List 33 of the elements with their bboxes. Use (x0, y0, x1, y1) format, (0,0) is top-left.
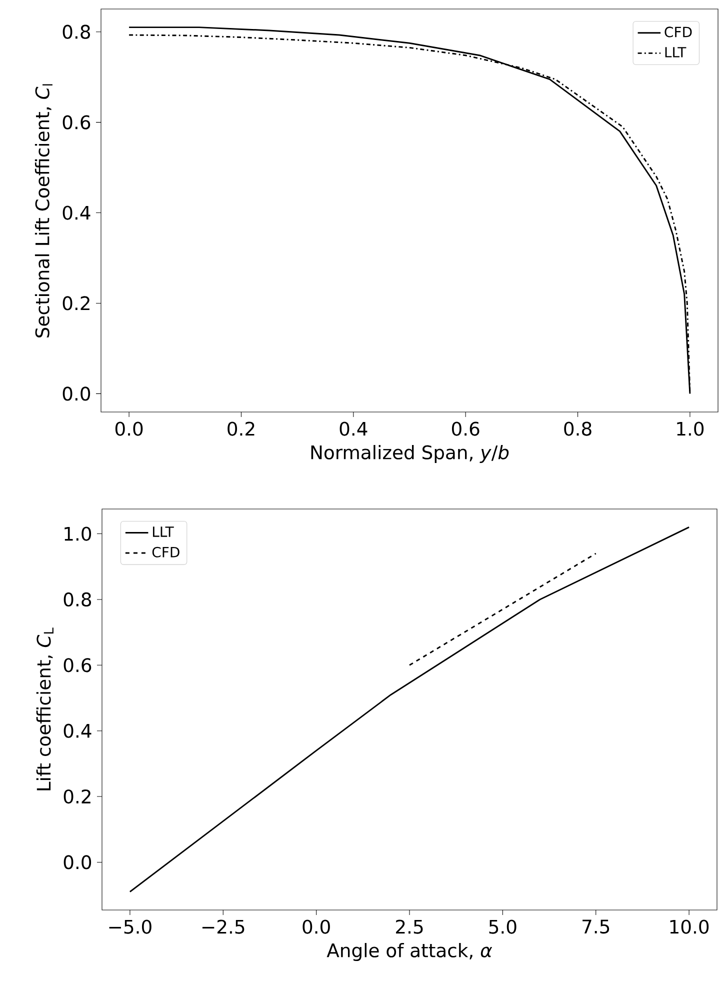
y-tick-label: 0.8 (64, 592, 92, 607)
y-tick-label: 0.4 (62, 206, 90, 220)
x-tick-label: 0.4 (340, 422, 368, 436)
x-axis-title: Angle of attack, α (326, 942, 492, 962)
x-tick-label: 1.0 (677, 422, 704, 436)
x-tick-label: 0.0 (302, 920, 330, 934)
y-tick-label: 0.6 (62, 115, 90, 130)
y-tick-label: 0.0 (64, 855, 92, 870)
x-tick-label: 0.6 (452, 422, 480, 436)
x-tick-label: −5.0 (109, 920, 152, 934)
y-tick-label: 0.0 (62, 386, 90, 401)
y-tick-label: 0.8 (62, 24, 90, 39)
y-tick-label: 1.0 (64, 526, 92, 541)
x-axis-title: Normalized Span, y/b (311, 444, 509, 464)
legend-label: CFD (152, 546, 180, 558)
x-tick-label: 0.2 (228, 422, 254, 436)
x-tick-label: 2.5 (396, 920, 423, 934)
legend-label: LLT (665, 47, 686, 58)
line-series (129, 526, 690, 893)
legend-label: LLT (152, 526, 174, 537)
x-tick-label: 5.0 (489, 920, 516, 934)
y-tick-label: 0.4 (64, 724, 92, 738)
y-tick-label: 0.2 (64, 789, 90, 804)
y-tick-label: 0.6 (64, 658, 92, 672)
x-tick-label: 0.0 (115, 422, 143, 436)
y-axis-title: Sectional Lift Coefficient, C$_{l}$ (34, 84, 52, 338)
x-tick-label: −2.5 (202, 920, 244, 934)
x-tick-label: 7.5 (582, 920, 610, 934)
y-tick-label: 0.2 (62, 296, 90, 310)
y-axis-title: Lift coefficient, C$_{L}$ (36, 628, 54, 790)
legend-label: CFD (664, 26, 692, 38)
x-tick-label: 0.8 (564, 422, 592, 436)
x-tick-label: 10.0 (670, 920, 709, 934)
